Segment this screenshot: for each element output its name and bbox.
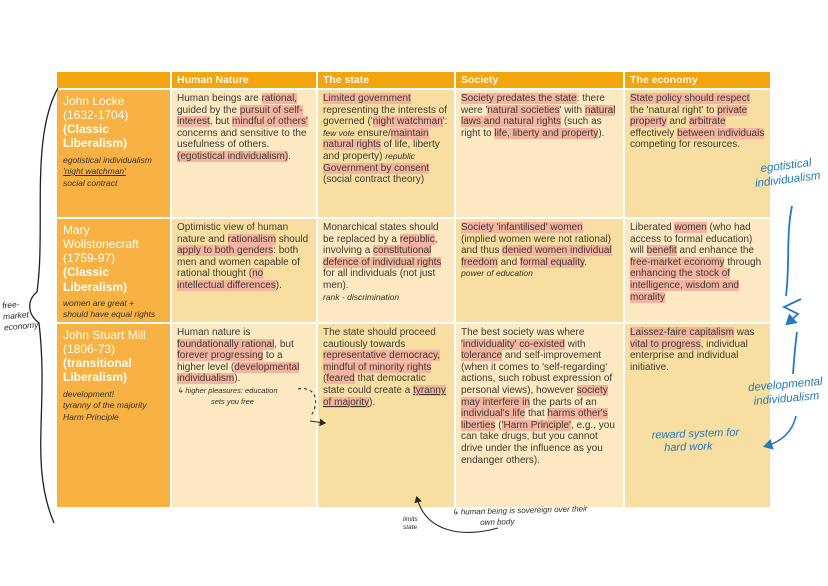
hand-note: 'night watchman': [63, 166, 126, 177]
thinker-name: Mary Wollstonecraft: [63, 223, 139, 252]
thinker-name: John Locke: [63, 94, 125, 108]
thinker-school: (Classic Liberalism): [63, 265, 128, 294]
hand-note-reward-system: reward system for hard work: [651, 426, 740, 455]
hand-note: tyranny of the majority: [63, 400, 147, 411]
cell-mill-state: The state should proceed cautiously towa…: [318, 324, 454, 507]
hand-note-limits-state: limits state: [403, 516, 418, 532]
cell-wollstonecraft-society: Society 'infantilised' women (implied wo…: [456, 219, 623, 322]
hand-note: development!: [63, 388, 115, 399]
hand-note: egotistical individualism: [63, 154, 152, 165]
cell-locke-state: Limited government representing the inte…: [318, 90, 454, 217]
header-society: Society: [456, 72, 623, 88]
liberalism-comparison-table: Human Nature The state Society The econo…: [57, 72, 770, 507]
cell-locke-human-nature: Human beings are rational, guided by the…: [172, 90, 316, 217]
thinker-dates: (1806-73): [63, 342, 116, 357]
thinker-cell-mill: John Stuart Mill (1806-73) (transitional…: [57, 324, 170, 507]
header-the-state: The state: [318, 72, 454, 88]
thinker-cell-wollstonecraft: Mary Wollstonecraft (1759-97) (Classic L…: [57, 219, 170, 322]
header-the-economy: The economy: [625, 72, 770, 88]
thinker-cell-locke: John Locke (1632-1704) (Classic Liberali…: [57, 90, 170, 217]
hand-note-higher-pleasures: ↳ higher pleasures: education sets you fr…: [177, 385, 278, 407]
cell-wollstonecraft-state: Monarchical states should be replaced by…: [318, 219, 454, 322]
cell-locke-economy: State policy should respect the 'natural…: [625, 90, 770, 217]
hand-note-rank-discrimination: rank - discrimination: [323, 291, 400, 302]
cell-mill-human-nature: Human nature is foundationally rational,…: [172, 324, 316, 507]
cell-mill-economy: Laissez-faire capitalism was vital to pr…: [625, 324, 770, 507]
hand-note: women are great +: [63, 297, 135, 308]
hand-note-power-of-education: power of education: [461, 268, 533, 279]
blue-zigzag-arrow: [781, 298, 802, 326]
handwritten-notes: women are great + should have equal righ…: [63, 298, 164, 321]
cell-wollstonecraft-economy: Liberated women (who had access to forma…: [625, 219, 770, 322]
hand-note-free-market-economy: free-market economy: [1, 299, 39, 333]
hand-note: social contract: [63, 177, 118, 188]
thinker-school: (transitional Liberalism): [63, 356, 132, 385]
hand-note-sovereign-over-body: ↳ human being is sovereign over their own…: [451, 504, 588, 528]
blue-curve-arrow: [762, 415, 797, 450]
thinker-school: (Classic Liberalism): [63, 122, 128, 151]
handwritten-notes: egotistical individualism 'night watchma…: [63, 155, 164, 189]
hand-note: Harm Principle: [63, 411, 119, 422]
header-corner-cell: [57, 72, 170, 88]
thinker-name: John Stuart Mill: [63, 328, 146, 342]
cell-locke-society: Society predates the state: there were '…: [456, 90, 623, 217]
hand-note: should have equal rights: [63, 309, 156, 320]
cell-mill-society: The best society was where 'individualit…: [456, 324, 623, 507]
blue-line-1: [785, 205, 793, 297]
cell-wollstonecraft-human-nature: Optimistic view of human nature and rati…: [172, 219, 316, 322]
header-human-nature: Human Nature: [172, 72, 316, 88]
thinker-dates: (1632-1704): [63, 108, 129, 123]
thinker-dates: (1759-97): [63, 251, 116, 266]
blue-line-2: [792, 331, 798, 375]
handwritten-notes: development! tyranny of the majority Har…: [63, 389, 164, 423]
